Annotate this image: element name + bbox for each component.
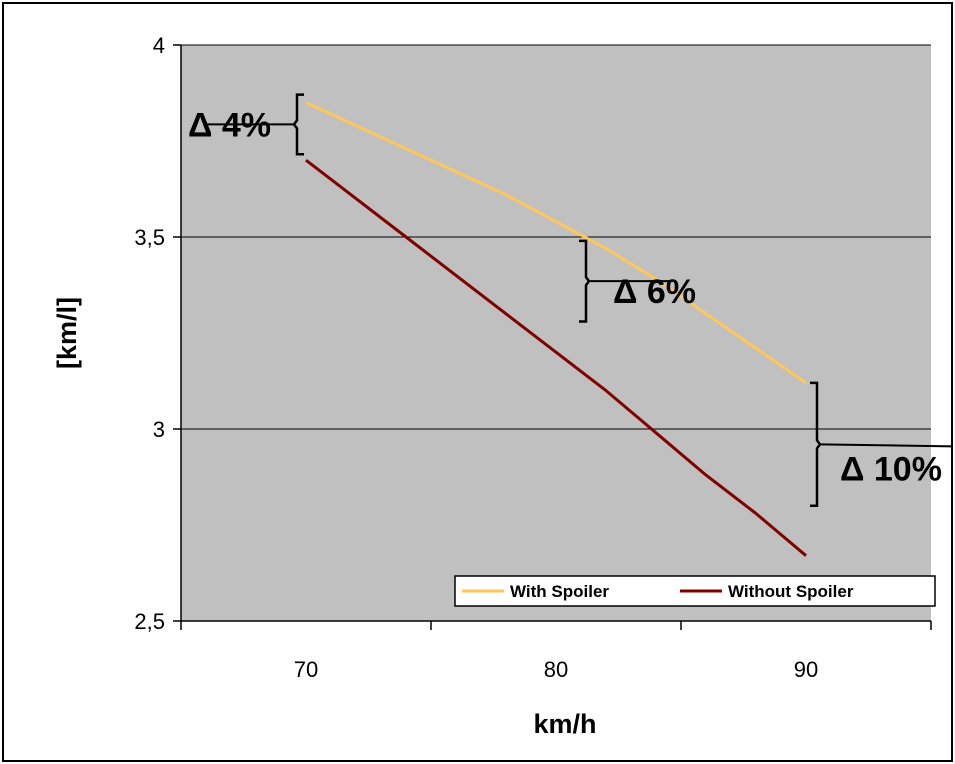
series-lines	[305, 101, 807, 557]
x-axis-title: km/h	[533, 709, 596, 739]
y-tick-label: 3,5	[134, 225, 165, 250]
x-tick-label: 80	[544, 657, 568, 682]
annotations: Δ 4% Δ 6% Δ 10%	[188, 93, 953, 508]
series-line-without-spoiler	[305, 159, 807, 557]
annotation-leader	[819, 443, 953, 448]
series-line-with-spoiler	[305, 101, 807, 385]
axes: 2,5 3 3,5 4 70 80 90	[134, 33, 932, 682]
y-tick-label: 2,5	[134, 609, 165, 634]
x-tick-label: 90	[794, 657, 818, 682]
y-tick-label: 4	[153, 33, 165, 58]
legend: With Spoiler Without Spoiler	[454, 575, 936, 607]
y-tick-label: 3	[153, 417, 165, 442]
annotation-label: Δ 4%	[188, 106, 271, 144]
legend-label-with-spoiler: With Spoiler	[510, 582, 609, 601]
annotation-label: Δ 10%	[840, 450, 942, 488]
gridlines	[181, 44, 931, 430]
legend-label-without-spoiler: Without Spoiler	[728, 582, 854, 601]
annotation-label: Δ 6%	[613, 273, 696, 311]
y-axis-title: [km/l]	[52, 297, 82, 369]
plot-area	[181, 45, 931, 621]
x-tick-label: 70	[294, 657, 318, 682]
